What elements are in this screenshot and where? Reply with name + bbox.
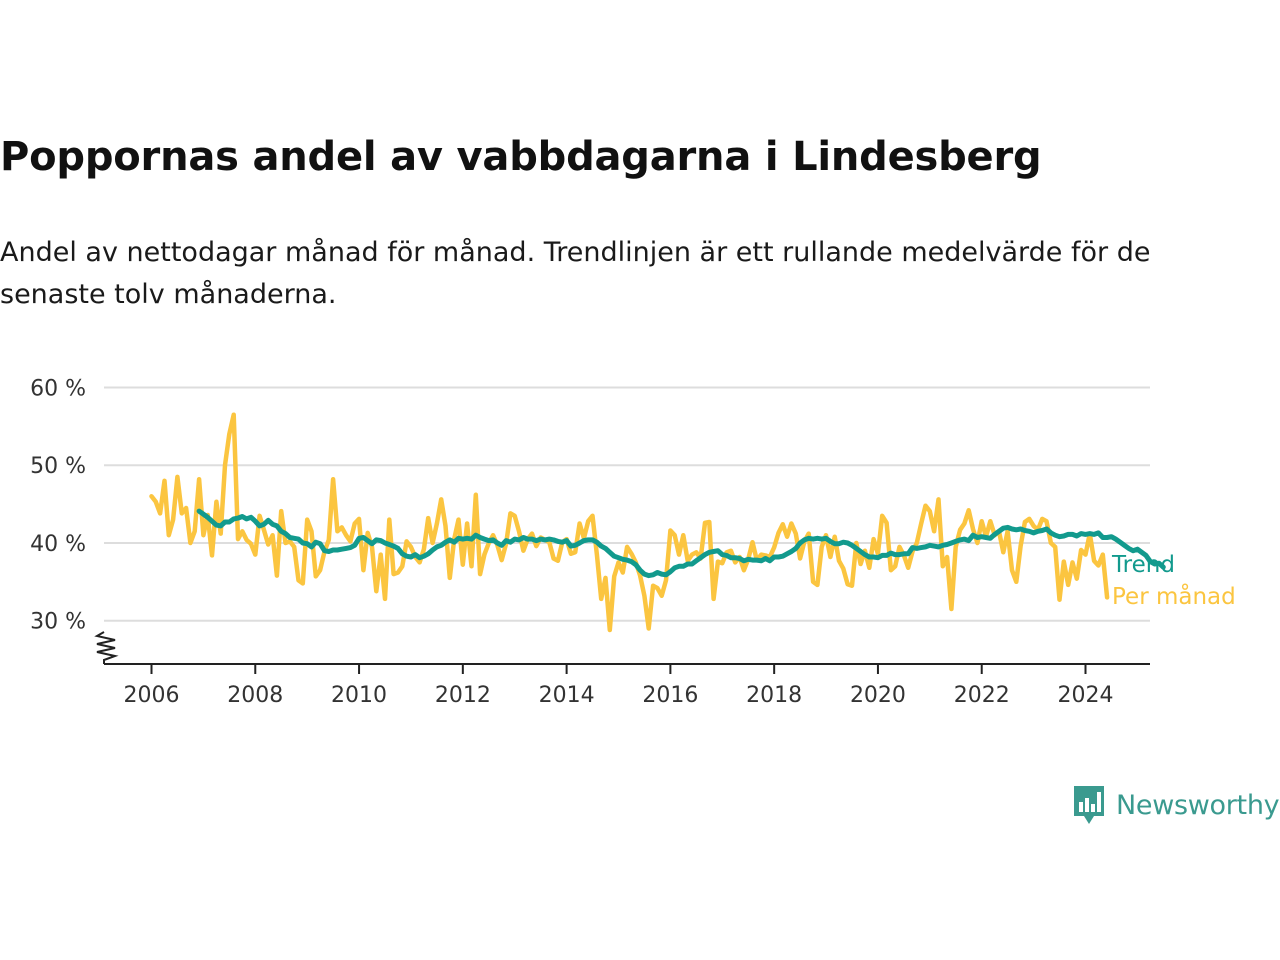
series-lines bbox=[149, 412, 1166, 633]
gridlines bbox=[104, 386, 1150, 622]
bar-chart-speech-bubble-icon bbox=[1074, 786, 1104, 824]
series-labels: Per månad Trend bbox=[1111, 552, 1236, 610]
x-tick-label: 2016 bbox=[642, 683, 698, 708]
y-tick-label: 60 % bbox=[30, 377, 86, 402]
y-tick-label: 50 % bbox=[30, 454, 86, 479]
y-tick-label: 40 % bbox=[30, 532, 86, 557]
x-axis-ticks: 2006 2008 2010 2012 2014 2016 2018 2020 2022 2024 bbox=[124, 664, 1114, 708]
x-tick-label: 2024 bbox=[1058, 683, 1114, 708]
brand-name: Newsworthy bbox=[1116, 789, 1280, 821]
monthly-line bbox=[149, 412, 1110, 633]
x-tick-label: 2012 bbox=[435, 683, 491, 708]
y-axis-ticks: 30 % 40 % 50 % 60 % bbox=[30, 377, 86, 635]
x-tick-label: 2008 bbox=[227, 683, 283, 708]
x-tick-label: 2006 bbox=[124, 683, 180, 708]
y-tick-label: 30 % bbox=[30, 610, 86, 635]
trend-label: Trend bbox=[1111, 552, 1175, 578]
x-tick-label: 2010 bbox=[331, 683, 387, 708]
y-axis-break-icon bbox=[94, 631, 119, 664]
brand-logo: Newsworthy bbox=[1072, 784, 1280, 826]
monthly-label: Per månad bbox=[1112, 582, 1236, 610]
x-axis bbox=[94, 631, 1150, 665]
trend-line bbox=[196, 508, 1166, 579]
x-tick-label: 2018 bbox=[746, 683, 802, 708]
x-tick-label: 2022 bbox=[954, 683, 1010, 708]
chart-subtitle: Andel av nettodagar månad för månad. Tre… bbox=[0, 237, 1151, 310]
chart-title: Poppornas andel av vabbdagarna i Lindesb… bbox=[0, 134, 1042, 180]
x-tick-label: 2014 bbox=[539, 683, 595, 708]
x-tick-label: 2020 bbox=[850, 683, 906, 708]
